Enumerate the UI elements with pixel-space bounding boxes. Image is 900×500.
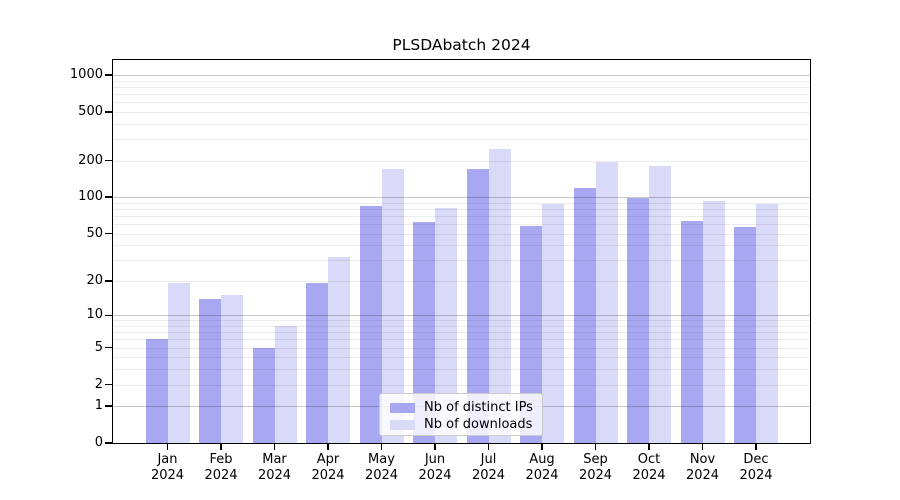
x-tick-mark-jan bbox=[166, 443, 169, 450]
bar-distinct-ips-apr bbox=[306, 283, 328, 443]
y-tick-label-20: 20 bbox=[86, 272, 103, 288]
y-tick-mark-100 bbox=[105, 196, 112, 198]
bar-distinct-ips-jun bbox=[413, 221, 435, 443]
x-tick-mark-sep bbox=[594, 443, 597, 450]
x-tick-label-nov: Nov 2024 bbox=[685, 452, 720, 483]
x-tick-label-feb: Feb 2024 bbox=[204, 452, 238, 483]
bar-distinct-ips-dec bbox=[734, 226, 756, 443]
y-tick-mark-1 bbox=[105, 405, 112, 407]
bar-distinct-ips-jan bbox=[145, 339, 168, 443]
legend-swatch-downloads bbox=[390, 419, 415, 430]
legend-label-downloads: Nb of downloads bbox=[424, 417, 533, 432]
legend-label-distinct-ips: Nb of distinct IPs bbox=[424, 400, 533, 415]
bar-downloads-aug bbox=[542, 203, 564, 443]
bar-downloads-may bbox=[381, 168, 404, 443]
bar-downloads-sep bbox=[595, 161, 618, 443]
plot-area: 0 1 2 5 10 20 50 100 200 500 1000 Jan 2024 Feb 2024 Mar… bbox=[70, 58, 811, 483]
bar-downloads-oct bbox=[649, 165, 671, 443]
bar-distinct-ips-aug bbox=[520, 225, 542, 443]
x-tick-mark-may bbox=[380, 443, 383, 450]
x-tick-label-jan: Jan 2024 bbox=[150, 452, 185, 483]
x-tick-mark-oct bbox=[648, 443, 650, 450]
x-tick-label-may: May 2024 bbox=[364, 452, 399, 483]
x-tick-label-aug: Aug 2024 bbox=[525, 452, 559, 483]
y-tick-mark-2 bbox=[105, 383, 112, 386]
bar-downloads-jul bbox=[488, 148, 511, 443]
y-tick-label-50: 50 bbox=[86, 225, 103, 241]
bar-distinct-ips-feb bbox=[199, 298, 221, 443]
legend: Nb of distinct IPs Nb of downloads bbox=[379, 393, 543, 436]
bar-distinct-ips-oct bbox=[627, 197, 649, 443]
bar-downloads-apr bbox=[328, 256, 350, 443]
bar-downloads-feb bbox=[221, 295, 243, 443]
x-tick-mark-jun bbox=[434, 443, 436, 450]
x-tick-mark-feb bbox=[220, 443, 222, 450]
x-tick-label-oct: Oct 2024 bbox=[632, 452, 666, 483]
legend-swatch-distinct-ips bbox=[390, 402, 415, 413]
y-tick-mark-200 bbox=[105, 159, 112, 162]
bar-distinct-ips-mar bbox=[252, 347, 275, 443]
y-tick-mark-50 bbox=[105, 232, 112, 235]
x-tick-mark-jul bbox=[487, 443, 490, 450]
x-tick-label-jun: Jun 2024 bbox=[418, 452, 452, 483]
y-tick-label-5: 5 bbox=[94, 339, 103, 355]
y-tick-mark-1000 bbox=[105, 74, 112, 76]
bar-downloads-dec bbox=[756, 203, 778, 443]
y-tick-mark-10 bbox=[105, 314, 112, 316]
y-tick-mark-0 bbox=[105, 442, 112, 444]
x-tick-label-apr: Apr 2024 bbox=[311, 452, 345, 483]
bar-distinct-ips-may bbox=[359, 205, 382, 443]
y-tick-label-2: 2 bbox=[94, 376, 103, 392]
y-tick-label-1: 1 bbox=[94, 398, 103, 414]
y-tick-label-10: 10 bbox=[86, 307, 103, 323]
bar-distinct-ips-nov bbox=[680, 220, 703, 443]
y-tick-mark-5 bbox=[105, 346, 112, 349]
chart-title: PLSDAbatch 2024 bbox=[392, 36, 531, 54]
bar-downloads-mar bbox=[274, 326, 297, 443]
x-tick-mark-apr bbox=[327, 443, 329, 450]
x-tick-label-sep: Sep 2024 bbox=[578, 452, 613, 483]
x-tick-label-dec: Dec 2024 bbox=[739, 452, 773, 483]
x-tick-mark-aug bbox=[541, 443, 543, 450]
bar-downloads-jan bbox=[167, 283, 190, 443]
x-tick-label-mar: Mar 2024 bbox=[257, 452, 292, 483]
legend-row-downloads: Nb of downloads bbox=[380, 416, 542, 433]
y-tick-label-1000: 1000 bbox=[69, 67, 103, 82]
y-tick-label-200: 200 bbox=[78, 152, 103, 168]
x-tick-mark-mar bbox=[273, 443, 276, 450]
bar-distinct-ips-sep bbox=[573, 187, 596, 443]
y-tick-label-100: 100 bbox=[78, 189, 103, 205]
bar-downloads-jun bbox=[435, 207, 457, 443]
bars-layer bbox=[113, 60, 810, 443]
legend-row-distinct-ips: Nb of distinct IPs bbox=[380, 399, 542, 416]
x-tick-mark-dec bbox=[755, 443, 757, 450]
y-tick-label-0: 0 bbox=[94, 435, 103, 450]
y-tick-mark-500 bbox=[105, 111, 112, 113]
bar-downloads-nov bbox=[702, 201, 725, 443]
y-tick-label-500: 500 bbox=[78, 103, 103, 119]
bar-distinct-ips-jul bbox=[466, 169, 489, 443]
x-tick-mark-nov bbox=[701, 443, 704, 450]
x-tick-label-jul: Jul 2024 bbox=[471, 452, 506, 483]
y-tick-mark-20 bbox=[105, 280, 112, 282]
